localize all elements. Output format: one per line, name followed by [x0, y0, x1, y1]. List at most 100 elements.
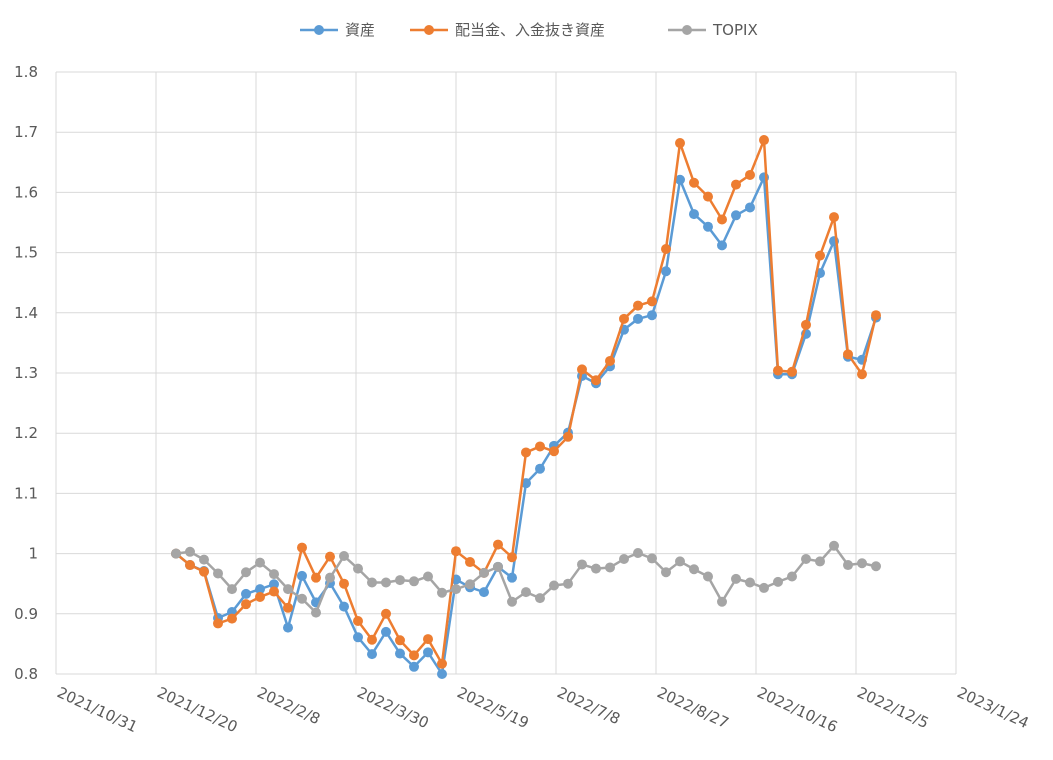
data-point [563, 431, 573, 442]
data-point [535, 463, 545, 474]
data-point [241, 588, 251, 599]
data-point [829, 540, 839, 551]
data-point [549, 446, 559, 457]
y-tick-label: 1.1 [14, 484, 38, 502]
data-point [185, 560, 195, 571]
data-point [283, 602, 293, 613]
data-point [661, 266, 671, 277]
data-point [269, 569, 279, 580]
data-point [395, 648, 405, 659]
data-point [843, 349, 853, 360]
data-point [493, 539, 503, 550]
data-point [241, 599, 251, 610]
data-point [563, 578, 573, 589]
data-point [311, 607, 321, 618]
data-point [661, 567, 671, 578]
data-point [787, 571, 797, 582]
data-point [297, 542, 307, 553]
data-point [395, 575, 405, 586]
data-point [311, 572, 321, 583]
data-point [437, 658, 447, 669]
data-point [633, 313, 643, 324]
data-point [255, 591, 265, 602]
data-point [745, 202, 755, 213]
data-point [703, 571, 713, 582]
data-point [451, 546, 461, 557]
data-point [339, 601, 349, 612]
data-point [633, 300, 643, 311]
data-point [857, 558, 867, 569]
data-point [605, 562, 615, 573]
data-point [675, 556, 685, 567]
data-point [801, 554, 811, 565]
data-point [647, 310, 657, 321]
data-point [759, 582, 769, 593]
data-point [199, 554, 209, 565]
data-point [745, 577, 755, 588]
legend-marker [424, 25, 434, 35]
gridlines [55, 71, 957, 675]
data-point [857, 369, 867, 380]
data-point [619, 554, 629, 565]
data-point [703, 221, 713, 232]
data-point [409, 650, 419, 661]
data-point [871, 561, 881, 572]
data-point [465, 579, 475, 590]
data-point [731, 210, 741, 221]
data-point [213, 618, 223, 629]
data-point [381, 626, 391, 637]
data-point [801, 319, 811, 330]
data-series [171, 135, 881, 679]
data-point [437, 669, 447, 679]
data-point [549, 580, 559, 591]
legend: 資産 配当金、入金抜き資産 TOPIX [300, 21, 758, 39]
data-point [689, 564, 699, 575]
data-point [675, 138, 685, 149]
data-point [409, 661, 419, 672]
data-point [577, 559, 587, 570]
y-tick-label: 1 [28, 545, 38, 563]
data-point [689, 177, 699, 188]
data-point [675, 174, 685, 185]
data-point [605, 355, 615, 366]
data-point [535, 593, 545, 604]
legend-label: 配当金、入金抜き資産 [455, 21, 605, 39]
data-point [717, 240, 727, 251]
data-point [353, 616, 363, 627]
data-point [367, 634, 377, 645]
data-point [521, 587, 531, 598]
data-point [703, 191, 713, 202]
data-point [661, 243, 671, 254]
data-point [731, 179, 741, 190]
data-point [507, 552, 517, 563]
data-point [773, 576, 783, 587]
data-point [829, 212, 839, 223]
y-tick-label: 1.8 [14, 63, 38, 81]
data-point [409, 576, 419, 587]
data-point [339, 578, 349, 589]
data-point [493, 561, 503, 572]
legend-label: 資産 [345, 21, 375, 39]
y-tick-label: 0.8 [14, 665, 38, 683]
data-point [591, 563, 601, 574]
data-point [647, 296, 657, 307]
data-point [521, 478, 531, 489]
y-tick-label: 1.7 [14, 123, 38, 141]
y-tick-label: 1.5 [14, 244, 38, 262]
data-point [269, 579, 279, 590]
data-point [633, 548, 643, 558]
y-tick-label: 1.3 [14, 364, 38, 382]
data-point [759, 135, 769, 146]
data-point [535, 441, 545, 452]
data-point [787, 366, 797, 377]
y-tick-label: 1.4 [14, 304, 38, 322]
data-point [185, 546, 195, 557]
legend-marker [314, 25, 324, 35]
data-point [325, 551, 335, 562]
data-point [353, 632, 363, 643]
data-point [395, 635, 405, 646]
data-point [591, 375, 601, 386]
data-point [731, 573, 741, 584]
data-point [423, 647, 433, 658]
data-point [689, 209, 699, 220]
